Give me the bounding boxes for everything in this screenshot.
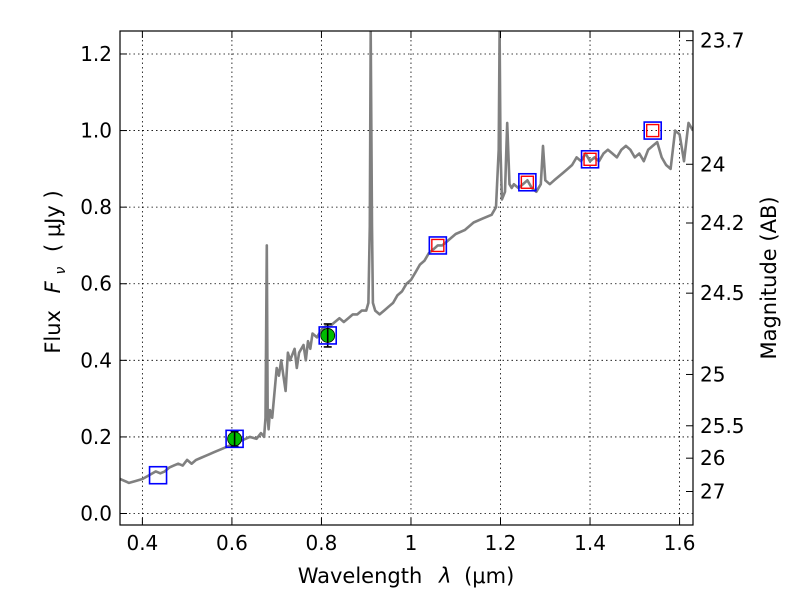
y-axis-label-subscript: ν [53, 267, 69, 275]
upper-limit-marker [646, 123, 660, 138]
x-axis-label-text: Wavelength [298, 564, 423, 588]
y-tick-label: 0.6 [80, 272, 112, 296]
y2-tick-label: 23.7 [700, 29, 745, 53]
upper-limit-marker [583, 152, 597, 166]
plot-frame [119, 30, 694, 526]
y-tick-label: 0.4 [80, 348, 112, 372]
y-tick-label: 0.0 [80, 502, 112, 526]
x-tick-label: 0.8 [306, 531, 338, 555]
y-axis-label-symbol: F [41, 280, 65, 293]
x-tick-label: 1.2 [485, 531, 517, 555]
x-tick-label: 0.4 [126, 531, 158, 555]
y-tick-label: 0.2 [80, 425, 112, 449]
tick-layer: 0.4 0.6 0.8 1 1.2 1.4 1.6 0.0 0.2 0.4 0.6 0.8 1.0 1.2… [80, 29, 744, 555]
x-tick-label: 1.4 [574, 531, 606, 555]
y-tick-label: 1.0 [80, 119, 112, 143]
x-axis-label-symbol: λ [438, 564, 451, 588]
model-band-flux-marker [518, 172, 537, 192]
y-tick-label: 1.2 [80, 42, 112, 66]
model-band-flux-marker [580, 149, 600, 169]
x-tick-label: 1 [405, 531, 418, 555]
y2-tick-label: 24.2 [700, 211, 745, 235]
upper-limit-marker [431, 238, 445, 253]
y2-axis-label: Magnitude (AB) [757, 196, 781, 359]
model-band-flux-marker [643, 121, 663, 140]
spectrum-line [120, 31, 693, 485]
series-layer [120, 31, 693, 485]
model-band-flux-marker [148, 465, 168, 485]
marker-layer [148, 121, 663, 485]
model-band-flux-marker [428, 236, 448, 255]
y2-tick-label: 25 [700, 362, 725, 386]
y2-tick-label: 24 [700, 152, 725, 176]
y-axis-label-text: Flux [41, 310, 65, 354]
y2-tick-label: 24.5 [700, 281, 745, 305]
model-band-flux-marker [318, 326, 338, 345]
label-layer: Wavelength λ (μm) Flux F ν ( μJy ) Magni… [41, 190, 781, 588]
x-tick-label: 1.6 [664, 531, 696, 555]
x-tick-label: 0.6 [216, 531, 248, 555]
x-axis-label-unit: (μm) [464, 564, 514, 588]
y2-tick-label: 25.5 [700, 414, 745, 438]
y2-tick-label: 27 [700, 479, 725, 503]
model-band-flux-marker [225, 429, 244, 449]
y-tick-label: 0.8 [80, 195, 112, 219]
y2-tick-label: 26 [700, 446, 725, 470]
x-axis-label: Wavelength λ (μm) [298, 564, 515, 588]
grid-layer [120, 31, 693, 525]
upper-limit-marker [520, 175, 535, 189]
y-axis-label: Flux F ν ( μJy ) [41, 190, 70, 353]
y-axis-label-unit: ( μJy ) [41, 190, 65, 252]
